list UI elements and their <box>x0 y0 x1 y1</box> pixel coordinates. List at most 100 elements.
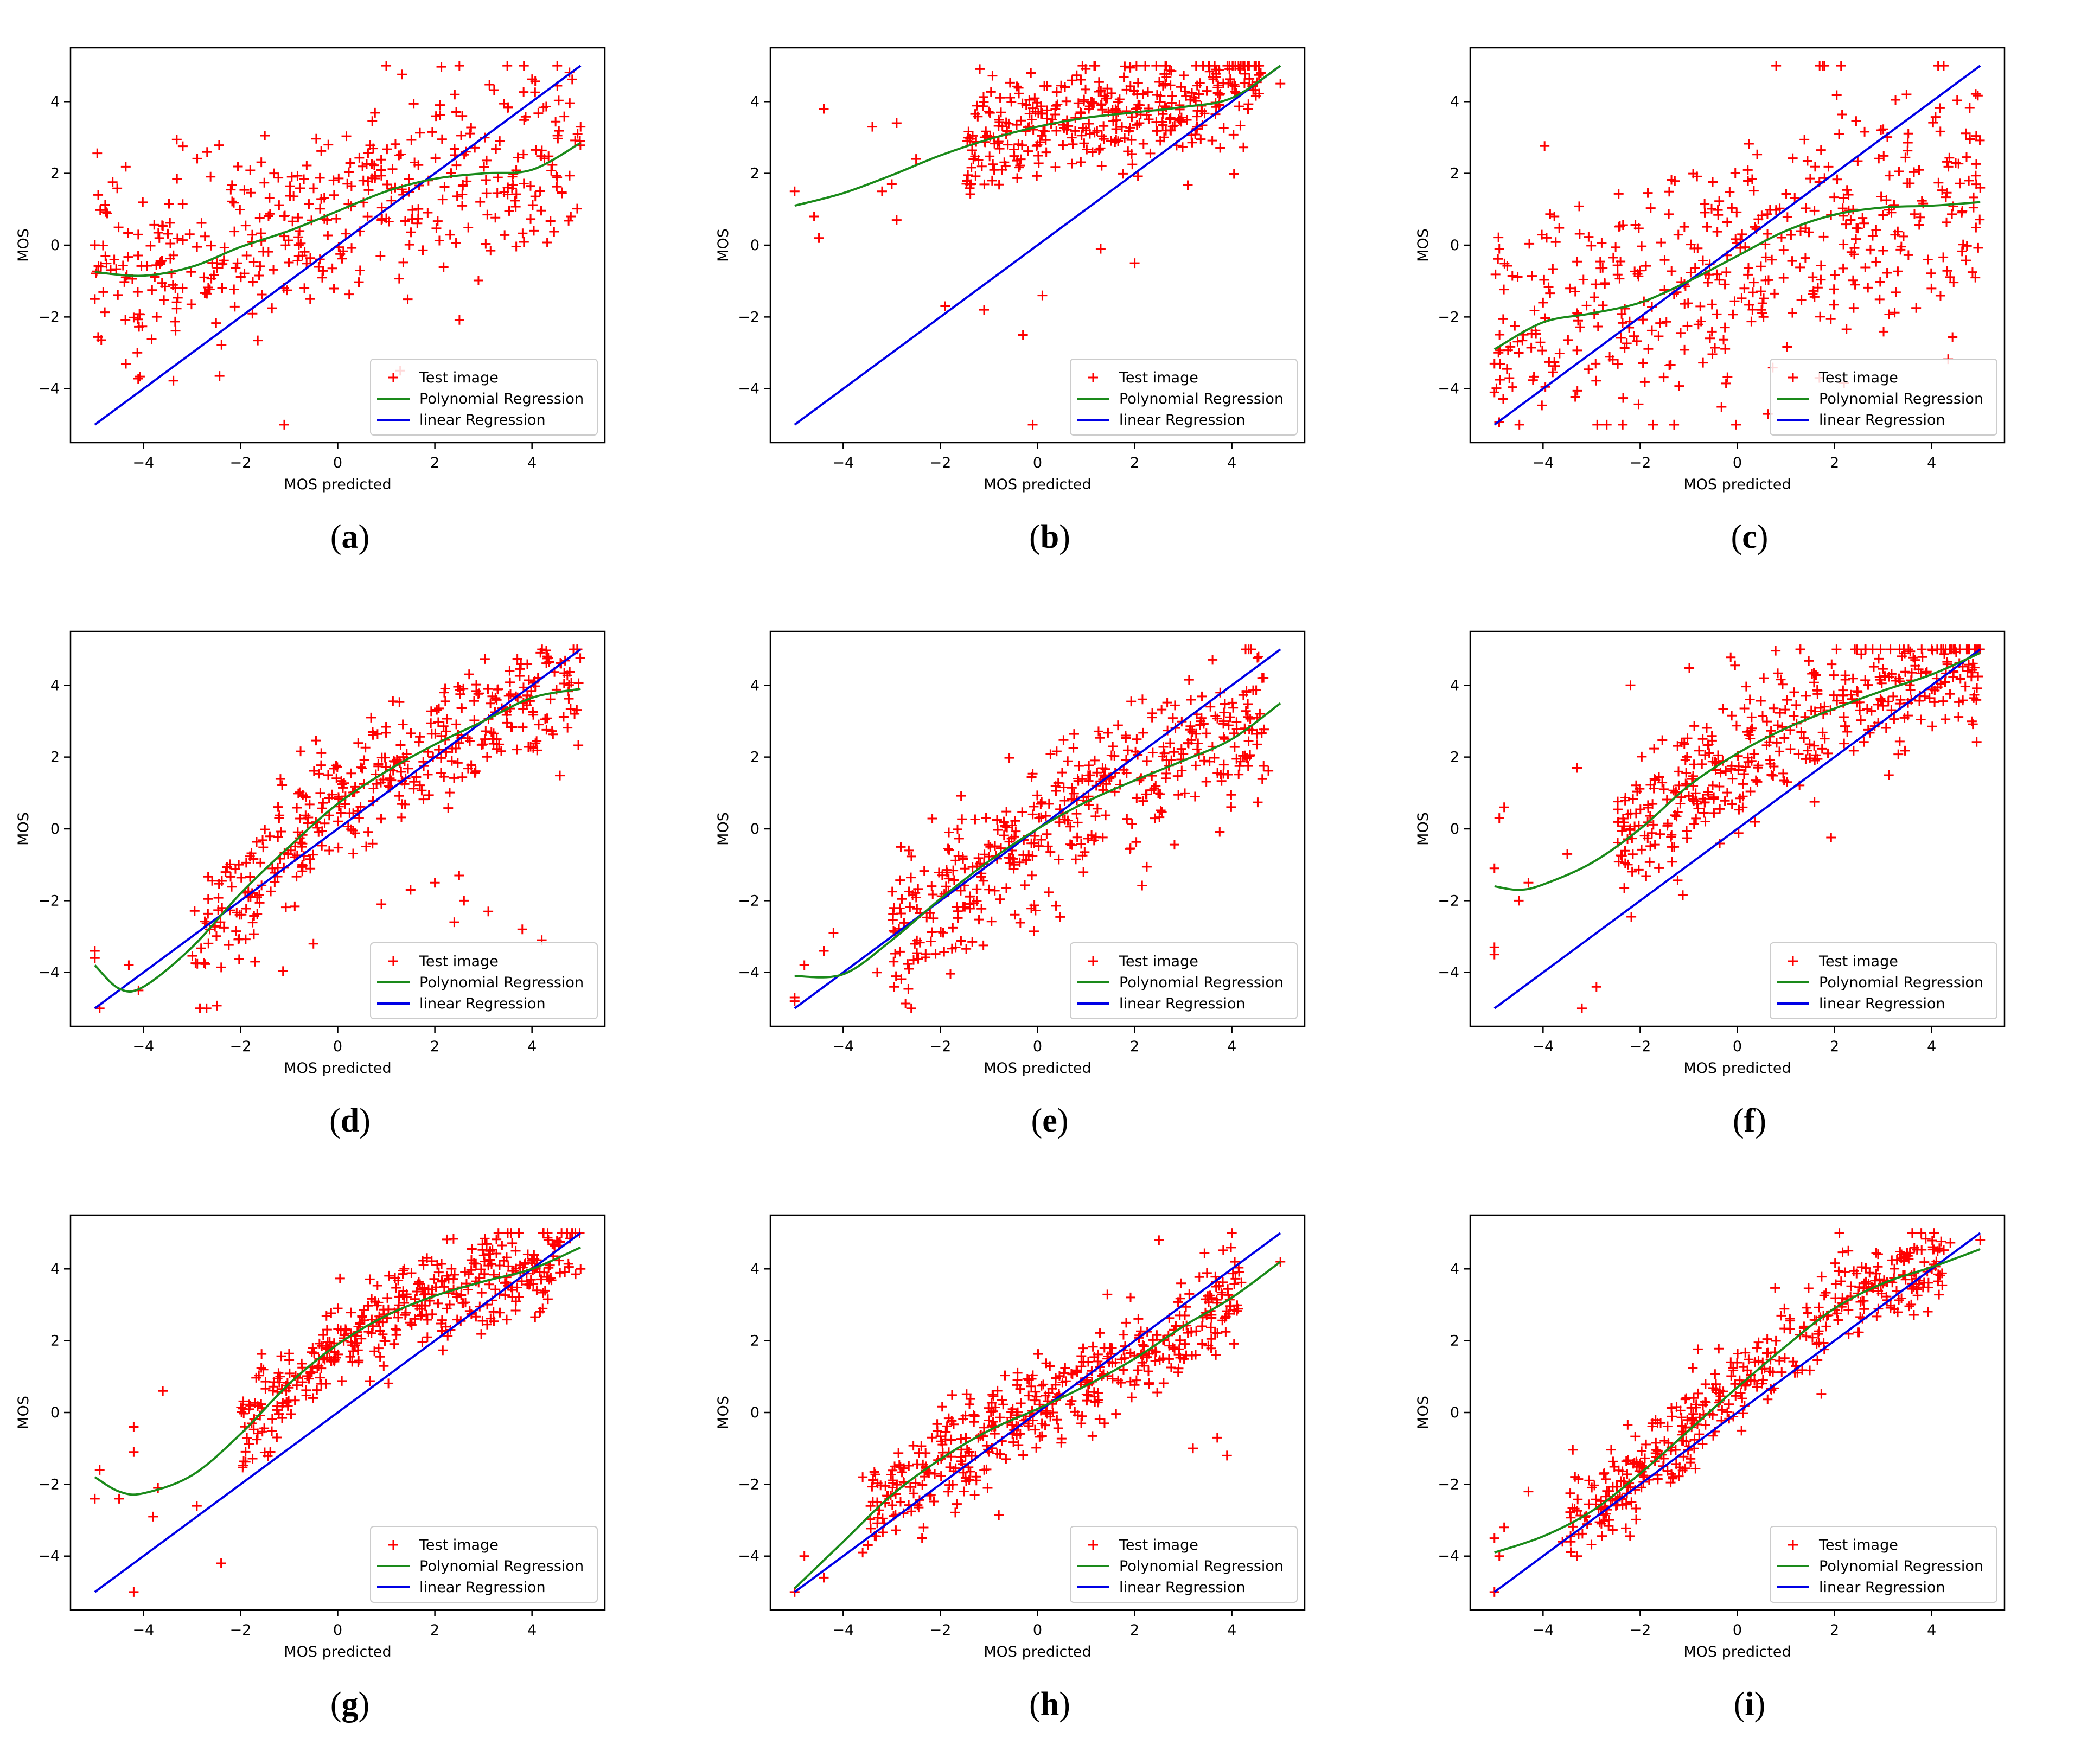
data-point <box>565 98 575 108</box>
data-point <box>969 1490 980 1500</box>
data-point <box>1589 292 1599 303</box>
data-point <box>997 121 1007 131</box>
data-point <box>972 884 982 894</box>
data-point <box>1652 1446 1663 1456</box>
data-point <box>1041 811 1051 821</box>
data-point <box>90 1493 100 1504</box>
data-point <box>292 170 303 181</box>
linear-regression-line <box>94 648 582 1009</box>
data-point <box>1030 905 1041 916</box>
data-point <box>1623 859 1633 870</box>
data-point <box>564 170 575 181</box>
data-point <box>1122 745 1133 756</box>
caption-open-paren: ( <box>1029 519 1041 555</box>
data-point <box>799 1551 809 1561</box>
legend-label-linear: linear Regression <box>1119 995 1246 1012</box>
data-point <box>212 1000 222 1011</box>
caption-letter: a <box>341 519 359 555</box>
data-point <box>1045 749 1056 759</box>
data-point <box>252 892 263 902</box>
data-point <box>353 1345 363 1356</box>
data-point <box>1703 277 1713 287</box>
data-point <box>1718 704 1728 714</box>
data-point <box>1158 80 1168 91</box>
caption-letter: h <box>1040 1686 1059 1723</box>
data-point <box>1220 1313 1230 1323</box>
data-point <box>1777 679 1788 689</box>
data-point <box>276 826 286 836</box>
data-point <box>1050 162 1061 172</box>
data-point <box>1574 229 1585 239</box>
data-point <box>985 108 995 118</box>
data-point <box>952 1499 962 1509</box>
data-point <box>1871 1248 1881 1258</box>
data-point <box>100 251 111 261</box>
data-point <box>963 170 973 180</box>
data-point <box>904 1461 914 1471</box>
caption-open-paren: ( <box>1731 519 1742 555</box>
data-point <box>966 162 976 172</box>
data-point <box>1935 1270 1945 1281</box>
data-point <box>1970 272 1981 283</box>
data-point <box>376 155 386 165</box>
data-point <box>1909 209 1919 219</box>
data-point <box>1674 780 1684 790</box>
data-point <box>1680 299 1690 309</box>
data-point <box>1100 764 1110 774</box>
data-point <box>264 193 275 203</box>
data-point <box>120 272 131 283</box>
data-point <box>1676 792 1687 802</box>
data-point <box>1971 737 1982 747</box>
data-point <box>799 960 809 970</box>
data-point <box>316 146 327 156</box>
data-point <box>508 180 518 190</box>
data-point <box>1038 1379 1049 1390</box>
data-point <box>285 181 295 191</box>
caption-letter: e <box>1042 1102 1057 1139</box>
data-point <box>965 1466 975 1477</box>
data-point <box>1599 1516 1610 1526</box>
data-point <box>1878 210 1888 220</box>
data-point <box>311 736 321 746</box>
data-point <box>1945 272 1955 282</box>
data-point <box>1851 116 1861 126</box>
data-point <box>308 1393 318 1403</box>
data-point <box>1586 240 1597 251</box>
x-tick-label: −2 <box>230 1038 252 1055</box>
data-point <box>1015 918 1025 928</box>
data-point <box>1175 1293 1185 1303</box>
data-point <box>1791 700 1802 710</box>
data-point <box>1689 819 1699 829</box>
data-point <box>1169 747 1179 757</box>
data-point <box>1759 673 1769 683</box>
data-point <box>493 1228 503 1238</box>
x-tick-label: 2 <box>1830 1038 1839 1055</box>
data-point <box>375 1352 385 1362</box>
data-point <box>1714 274 1725 285</box>
data-point <box>177 199 188 209</box>
data-point <box>1777 1367 1787 1377</box>
data-point <box>531 738 541 749</box>
data-point <box>979 1422 989 1433</box>
data-point <box>927 814 937 824</box>
data-point <box>216 1558 226 1568</box>
data-point <box>409 777 419 787</box>
data-point <box>1572 257 1582 267</box>
data-point <box>331 1352 341 1363</box>
data-point <box>1750 222 1760 232</box>
data-point <box>981 813 991 823</box>
data-point <box>1176 744 1186 754</box>
data-point <box>1954 712 1964 722</box>
data-point <box>450 90 460 100</box>
data-point <box>992 1385 1003 1396</box>
data-point <box>1090 811 1101 821</box>
data-point <box>396 766 406 777</box>
data-point <box>1675 798 1686 809</box>
data-point <box>1572 1506 1582 1516</box>
data-point <box>1613 359 1623 369</box>
data-point <box>1013 82 1024 93</box>
data-point <box>914 1503 924 1513</box>
data-point <box>373 1298 384 1308</box>
data-point <box>486 698 496 708</box>
data-point <box>1018 330 1028 340</box>
